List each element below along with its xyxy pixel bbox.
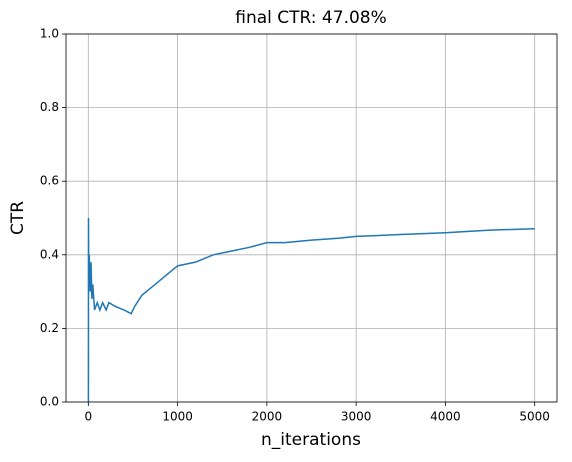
y-tick-label: 0.0: [40, 395, 59, 409]
y-axis-label: CTR: [8, 201, 28, 235]
x-tick-label: 5000: [519, 410, 550, 424]
x-tick-label: 0: [84, 410, 92, 424]
plot-frame: [65, 33, 558, 403]
x-axis-label: n_iterations: [261, 430, 361, 450]
y-tick-label: 0.4: [40, 247, 59, 261]
data-line: [87, 217, 535, 403]
x-tick-label: 2000: [252, 410, 283, 424]
y-tick-label: 0.8: [40, 100, 59, 114]
x-tick-label: 1000: [162, 410, 193, 424]
x-tick-label: 4000: [430, 410, 461, 424]
y-tick-label: 1.0: [40, 27, 59, 41]
y-tick-label: 0.2: [40, 321, 59, 335]
x-tick-label: 3000: [341, 410, 372, 424]
y-tick-label: 0.6: [40, 174, 59, 188]
chart-title: final CTR: 47.08%: [235, 8, 387, 28]
